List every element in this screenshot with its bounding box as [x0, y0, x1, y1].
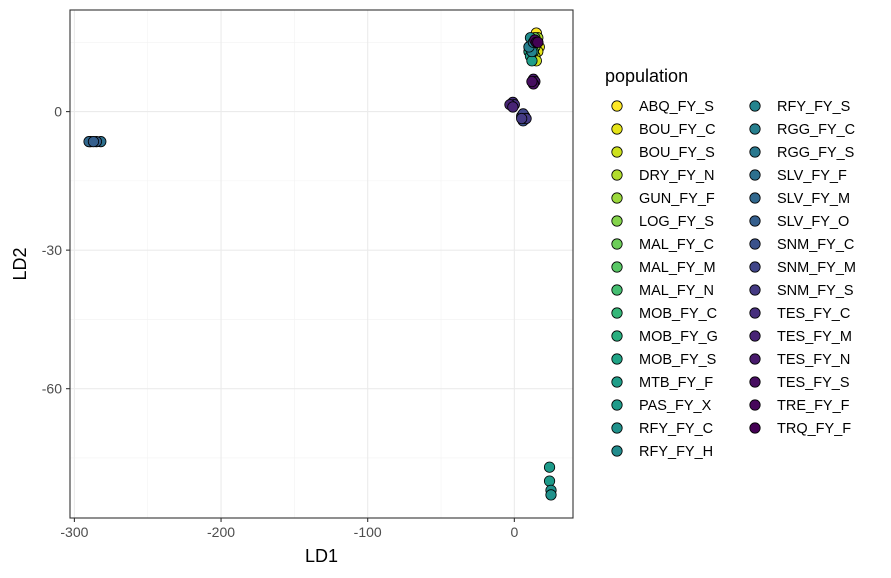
- legend-entry: TES_FY_N: [777, 352, 850, 368]
- legend-key: [611, 307, 623, 319]
- legend-entry: RGG_FY_S: [777, 145, 854, 161]
- legend-entry: MOB_FY_G: [639, 329, 718, 345]
- legend-entry: BOU_FY_C: [639, 122, 716, 138]
- legend-entry: SNM_FY_M: [777, 260, 856, 276]
- legend-entry: GUN_FY_F: [639, 191, 715, 207]
- legend-entry: SLV_FY_O: [777, 214, 849, 230]
- legend-key: [611, 215, 623, 227]
- grid-major: [70, 10, 573, 518]
- legend-entry: SNM_FY_C: [777, 237, 854, 253]
- legend-key: [611, 261, 623, 273]
- plot-panel: [70, 10, 573, 518]
- data-point: [87, 136, 100, 148]
- legend-entry: RFY_FY_S: [777, 99, 850, 115]
- legend-key: [749, 100, 761, 112]
- legend-entry: TRQ_FY_F: [777, 421, 851, 437]
- legend-key: [749, 307, 761, 319]
- legend-key: [749, 399, 761, 411]
- legend-entry: MOB_FY_C: [639, 306, 717, 322]
- legend-entry: RFY_FY_H: [639, 444, 713, 460]
- x-axis-title: LD1: [305, 546, 338, 566]
- legend-entry: MAL_FY_M: [639, 260, 716, 276]
- legend-entry: LOG_FY_S: [639, 214, 714, 230]
- legend-key: [749, 215, 761, 227]
- x-tick-label: 0: [510, 524, 518, 540]
- legend-title: population: [605, 66, 688, 86]
- legend-entry: PAS_FY_X: [639, 398, 712, 414]
- legend-entry: SLV_FY_F: [777, 168, 847, 184]
- data-point: [507, 101, 519, 113]
- data-point: [526, 75, 538, 88]
- legend-entry: RGG_FY_C: [777, 122, 855, 138]
- data-point: [516, 112, 528, 125]
- legend-key: [749, 330, 761, 342]
- legend-key: [611, 169, 623, 181]
- legend-key: [611, 353, 623, 365]
- legend: population ABQ_FY_S BOU_FY_C BOU_FY_S DRY_F…: [605, 66, 856, 460]
- legend-entry: SLV_FY_M: [777, 191, 850, 207]
- x-tick-label: -200: [207, 524, 235, 540]
- data-points: [83, 27, 557, 501]
- legend-key: [611, 376, 623, 388]
- plot-border: [69, 9, 574, 519]
- legend-key: [749, 261, 761, 273]
- x-tick-label: -300: [60, 524, 88, 540]
- legend-key: [611, 123, 623, 135]
- legend-entry: TES_FY_S: [777, 375, 850, 391]
- legend-key: [611, 192, 623, 204]
- legend-key: [611, 284, 623, 296]
- legend-key: [749, 192, 761, 204]
- legend-key: [749, 422, 761, 434]
- legend-entry: TRE_FY_F: [777, 398, 850, 414]
- legend-entry: TES_FY_M: [777, 329, 852, 345]
- legend-key: [749, 376, 761, 388]
- legend-entry: TES_FY_C: [777, 306, 850, 322]
- legend-key: [611, 330, 623, 342]
- legend-entry: ABQ_FY_S: [639, 99, 714, 115]
- legend-key: [749, 353, 761, 365]
- y-axis-title: LD2: [10, 247, 30, 280]
- legend-key: [749, 284, 761, 296]
- legend-key: [749, 238, 761, 250]
- legend-key: [611, 445, 623, 457]
- legend-entry: SNM_FY_S: [777, 283, 854, 299]
- legend-key: [611, 422, 623, 434]
- legend-entry: MAL_FY_C: [639, 237, 714, 253]
- data-point: [545, 489, 557, 501]
- legend-entry: BOU_FY_S: [639, 145, 715, 161]
- legend-key: [611, 100, 623, 112]
- legend-key: [611, 146, 623, 158]
- legend-entry: DRY_FY_N: [639, 168, 714, 184]
- legend-key: [611, 399, 623, 411]
- legend-entry: MAL_FY_N: [639, 283, 714, 299]
- data-point: [543, 475, 556, 487]
- x-axis: -300 -200 -100 0: [60, 518, 518, 540]
- y-tick-label: 0: [54, 104, 62, 120]
- y-axis: 0 -30 -60: [42, 104, 70, 397]
- legend-key: [749, 146, 761, 158]
- legend-key: [749, 169, 761, 181]
- legend-entry: MTB_FY_F: [639, 375, 713, 391]
- legend-key: [611, 238, 623, 250]
- y-tick-label: -60: [42, 381, 62, 397]
- legend-entry: RFY_FY_C: [639, 421, 713, 437]
- data-point: [543, 461, 556, 473]
- y-tick-label: -30: [42, 242, 62, 258]
- data-point: [532, 36, 544, 48]
- x-tick-label: -100: [354, 524, 382, 540]
- legend-key: [749, 123, 761, 135]
- grid-minor: [70, 10, 573, 518]
- legend-entry: MOB_FY_S: [639, 352, 716, 368]
